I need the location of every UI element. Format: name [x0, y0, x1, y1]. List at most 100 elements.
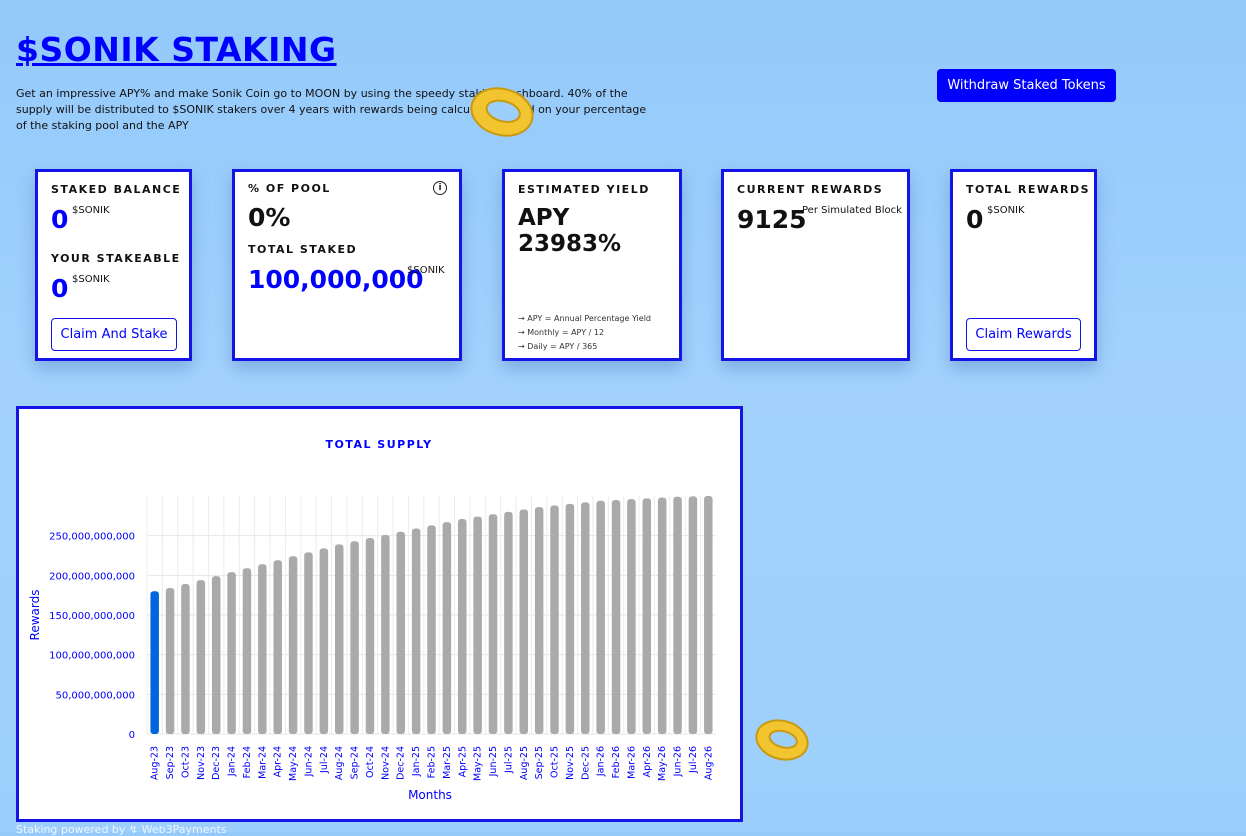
x-tick-label: May-26 [657, 746, 668, 781]
bar [411, 528, 421, 734]
estimated-yield-label: ESTIMATED YIELD [518, 183, 650, 196]
monthly-note: → Monthly = APY / 12 [518, 328, 605, 337]
total-rewards-label: TOTAL REWARDS [966, 183, 1091, 196]
bar [550, 505, 559, 734]
x-tick-label: Aug-25 [519, 746, 530, 780]
y-tick-label: 200,000,000,000 [49, 571, 135, 582]
bar [627, 499, 636, 734]
pool-percent-label: % OF POOL [248, 182, 331, 195]
x-tick-label: Nov-23 [196, 746, 207, 780]
x-axis-label: Months [408, 788, 452, 802]
x-tick-label: May-25 [473, 746, 484, 781]
info-icon[interactable]: i [433, 181, 447, 195]
x-tick-label: Jul-25 [503, 746, 514, 774]
bar [611, 499, 621, 734]
x-tick-label: Dec-25 [580, 746, 591, 780]
bar [565, 503, 575, 734]
total-supply-chart-panel: TOTAL SUPPLY 0 50,000,000,000 100,000,000,0… [16, 406, 743, 822]
bar [519, 509, 529, 734]
bar [227, 572, 236, 734]
bar [458, 519, 467, 734]
bar [365, 538, 375, 734]
y-axis-label: Rewards [28, 590, 42, 641]
x-tick-label: Sep-24 [350, 746, 361, 779]
x-tick-label: Jun-26 [673, 746, 684, 777]
staked-balance-card: STAKED BALANCE 0 $SONIK YOUR STAKEABLE 0… [35, 169, 192, 361]
x-tick-label: Apr-25 [457, 746, 468, 777]
stakeable-label: YOUR STAKEABLE [51, 252, 181, 265]
y-tick-label: 50,000,000,000 [55, 690, 135, 701]
x-tick-label: Apr-24 [273, 746, 284, 777]
y-tick-label: 0 [129, 730, 135, 741]
x-tick-label: Feb-24 [242, 746, 253, 778]
x-tick-label: Oct-24 [365, 746, 376, 778]
x-tick-label: Feb-25 [427, 746, 438, 778]
y-tick-label: 250,000,000,000 [49, 532, 135, 543]
claim-and-stake-button[interactable]: Claim And Stake [51, 318, 177, 351]
apy-note: → APY = Annual Percentage Yield [518, 314, 651, 323]
bar [319, 548, 329, 734]
bar [181, 584, 190, 734]
total-rewards-value: 0 [966, 205, 984, 234]
x-tick-label: May-24 [288, 746, 299, 781]
x-tick-label: Apr-26 [642, 746, 653, 777]
total-staked-label: TOTAL STAKED [248, 243, 358, 256]
coin-ring-icon [755, 719, 809, 761]
bar [704, 496, 713, 734]
bar [473, 516, 482, 734]
x-tick-label: Jan-24 [227, 746, 238, 777]
withdraw-staked-tokens-button[interactable]: Withdraw Staked Tokens [937, 69, 1116, 102]
bar [427, 525, 436, 734]
y-tick-label: 100,000,000,000 [49, 651, 135, 662]
current-rewards-value: 9125 [737, 205, 807, 234]
x-tick-label: Nov-25 [565, 746, 576, 780]
chart-title: TOTAL SUPPLY [325, 438, 432, 451]
coin-ring-icon [470, 87, 534, 137]
bar [642, 498, 652, 734]
stakeable-unit: $SONIK [72, 274, 110, 285]
staked-balance-label: STAKED BALANCE [51, 183, 182, 196]
x-tick-label: Jan-25 [411, 746, 422, 777]
bar [350, 541, 359, 734]
current-rewards-card: CURRENT REWARDS 9125 Per Simulated Block [721, 169, 910, 361]
x-tick-label: Nov-24 [380, 746, 391, 780]
bar [442, 522, 452, 734]
footer-credit: Staking powered by ↯ Web3Payments [16, 823, 227, 836]
x-tick-label: Mar-24 [257, 746, 268, 779]
bar [242, 568, 252, 734]
claim-rewards-button[interactable]: Claim Rewards [966, 318, 1081, 351]
bar [211, 576, 221, 734]
page-title: $SONIK STAKING [16, 30, 337, 69]
bar [334, 544, 344, 734]
bar [150, 591, 159, 734]
current-rewards-label: CURRENT REWARDS [737, 183, 884, 196]
x-tick-label: Jun-25 [488, 746, 499, 777]
pool-percent-value: 0% [248, 203, 291, 232]
bar [258, 564, 267, 734]
bar [581, 502, 590, 734]
x-tick-label: Oct-25 [550, 746, 561, 778]
total-staked-unit: $SONIK [407, 265, 445, 276]
x-tick-label: Aug-23 [150, 746, 161, 780]
x-tick-label: Feb-26 [611, 746, 622, 778]
total-rewards-unit: $SONIK [987, 205, 1025, 216]
x-tick-label: Jan-26 [596, 746, 607, 777]
estimated-yield-card: ESTIMATED YIELD APY 23983% → APY = Annua… [502, 169, 682, 361]
x-tick-label: Mar-25 [442, 746, 453, 779]
page-description: Get an impressive APY% and make Sonik Co… [16, 87, 647, 132]
x-tick-label: Aug-24 [334, 746, 345, 780]
total-staked-value: 100,000,000 [248, 265, 424, 294]
x-tick-label: Dec-23 [211, 746, 222, 780]
bar [396, 531, 405, 734]
x-tick-label: Jul-24 [319, 746, 330, 774]
bar [688, 496, 698, 734]
total-rewards-card: TOTAL REWARDS 0 $SONIK Claim Rewards [950, 169, 1097, 361]
x-tick-label: Jul-26 [688, 746, 699, 774]
x-tick-label: Mar-26 [626, 746, 637, 779]
current-rewards-unit: Per Simulated Block [802, 205, 902, 216]
apy-value: APY 23983% [518, 205, 622, 257]
total-supply-chart: TOTAL SUPPLY 0 50,000,000,000 100,000,000,0… [28, 438, 716, 802]
bar [273, 560, 282, 734]
x-tick-label: Aug-26 [703, 746, 714, 780]
y-tick-label: 150,000,000,000 [49, 611, 135, 622]
